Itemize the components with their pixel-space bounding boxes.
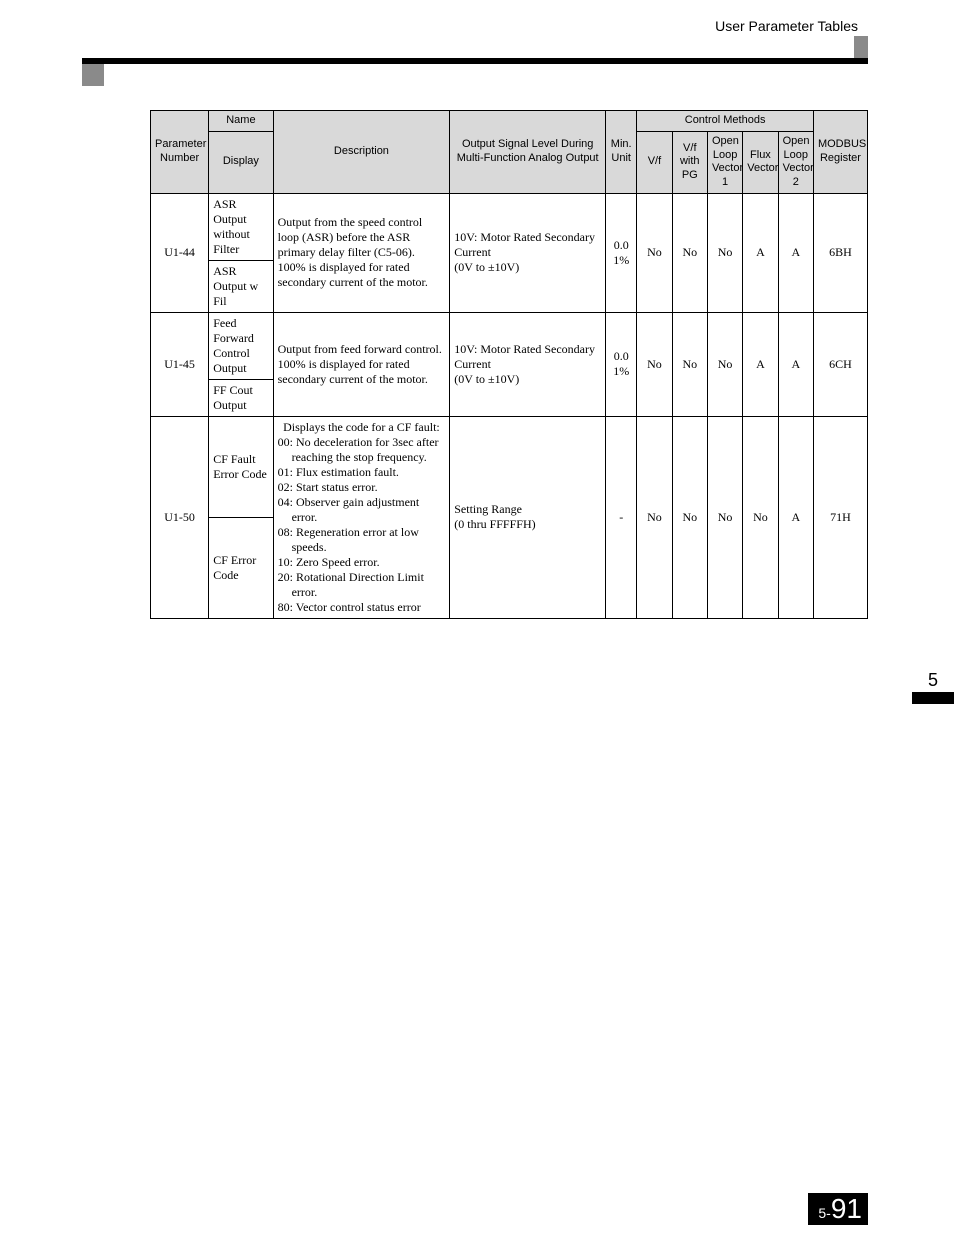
- th-vf: V/f: [637, 131, 672, 193]
- page-number: 91: [831, 1193, 862, 1224]
- cell-vf-pg: No: [672, 193, 707, 312]
- cell-display: CF Error Code: [209, 517, 273, 618]
- desc-item: 20: Rotational Direction Limit error.: [278, 570, 446, 600]
- th-vf-pg: V/f with PG: [672, 131, 707, 193]
- table-row: U1-44 ASR Output without Filter Output f…: [151, 193, 868, 260]
- desc-item: 08: Regeneration error at low speeds.: [278, 525, 446, 555]
- chapter-tab: 5: [912, 670, 954, 712]
- cell-olv1: No: [707, 312, 742, 416]
- page-header: User Parameter Tables: [0, 18, 954, 60]
- cell-name: CF Fault Error Code: [209, 416, 273, 517]
- chapter-tab-bar: [912, 692, 954, 704]
- parameter-table: Parameter Number Name Description Output…: [150, 110, 868, 619]
- th-description: Description: [273, 111, 450, 194]
- cell-vf-pg: No: [672, 312, 707, 416]
- cell-flux: No: [743, 416, 778, 618]
- cell-vf-pg: No: [672, 416, 707, 618]
- cell-min: 0.0 1%: [606, 193, 637, 312]
- desc-item: 01: Flux estimation fault.: [278, 465, 446, 480]
- desc-intro: Displays the code for a CF fault:: [278, 420, 446, 435]
- cell-description: Output from the speed control loop (ASR)…: [273, 193, 450, 312]
- table-row: U1-45 Feed Forward Control Output Output…: [151, 312, 868, 379]
- cell-olv1: No: [707, 416, 742, 618]
- cell-vf: No: [637, 193, 672, 312]
- cell-description: Displays the code for a CF fault: 00: No…: [273, 416, 450, 618]
- cell-output: Setting Range (0 thru FFFFFH): [450, 416, 606, 618]
- cell-min: 0.0 1%: [606, 312, 637, 416]
- cell-olv2: A: [778, 416, 813, 618]
- cell-display: ASR Output w Fil: [209, 260, 273, 312]
- desc-item: 80: Vector control status error: [278, 600, 446, 615]
- th-modbus: MODBUS Register: [813, 111, 867, 194]
- chapter-number: 5: [912, 670, 954, 690]
- header-title: User Parameter Tables: [715, 18, 858, 34]
- table-head: Parameter Number Name Description Output…: [151, 111, 868, 194]
- cell-name: Feed Forward Control Output: [209, 312, 273, 379]
- desc-item: 04: Observer gain adjustment error.: [278, 495, 446, 525]
- cell-flux: A: [743, 193, 778, 312]
- th-olv1: Open Loop Vector 1: [707, 131, 742, 193]
- cell-param: U1-44: [151, 193, 209, 312]
- th-control-methods: Control Methods: [637, 111, 814, 132]
- page-prefix: 5-: [818, 1205, 830, 1221]
- table-body: U1-44 ASR Output without Filter Output f…: [151, 193, 868, 618]
- th-output-signal: Output Signal Level During Multi-Functio…: [450, 111, 606, 194]
- th-name: Name: [209, 111, 273, 132]
- cell-olv2: A: [778, 312, 813, 416]
- th-display: Display: [209, 131, 273, 193]
- cell-olv1: No: [707, 193, 742, 312]
- th-parameter-number: Parameter Number: [151, 111, 209, 194]
- th-flux: Flux Vector: [743, 131, 778, 193]
- th-olv2: Open Loop Vector 2: [778, 131, 813, 193]
- cell-name: ASR Output without Filter: [209, 193, 273, 260]
- desc-list: 00: No deceleration for 3sec after reach…: [278, 435, 446, 615]
- cell-param: U1-50: [151, 416, 209, 618]
- header-rule: [82, 58, 868, 64]
- cell-modbus: 71H: [813, 416, 867, 618]
- desc-item: 00: No deceleration for 3sec after reach…: [278, 435, 446, 465]
- cell-output: 10V: Motor Rated Secondary Current (0V t…: [450, 193, 606, 312]
- cell-min: -: [606, 416, 637, 618]
- parameter-table-wrap: Parameter Number Name Description Output…: [150, 110, 868, 619]
- cell-modbus: 6BH: [813, 193, 867, 312]
- table-row: U1-50 CF Fault Error Code Displays the c…: [151, 416, 868, 517]
- cell-modbus: 6CH: [813, 312, 867, 416]
- header-accent-block: [854, 36, 868, 58]
- cell-vf: No: [637, 312, 672, 416]
- th-min-unit: Min. Unit: [606, 111, 637, 194]
- desc-item: 10: Zero Speed error.: [278, 555, 446, 570]
- cell-olv2: A: [778, 193, 813, 312]
- cell-output: 10V: Motor Rated Secondary Current (0V t…: [450, 312, 606, 416]
- cell-display: FF Cout Output: [209, 379, 273, 416]
- cell-flux: A: [743, 312, 778, 416]
- cell-param: U1-45: [151, 312, 209, 416]
- cell-vf: No: [637, 416, 672, 618]
- page-number-box: 5-91: [808, 1193, 868, 1225]
- desc-item: 02: Start status error.: [278, 480, 446, 495]
- header-rule-accent: [82, 64, 104, 86]
- cell-description: Output from feed forward control. 100% i…: [273, 312, 450, 416]
